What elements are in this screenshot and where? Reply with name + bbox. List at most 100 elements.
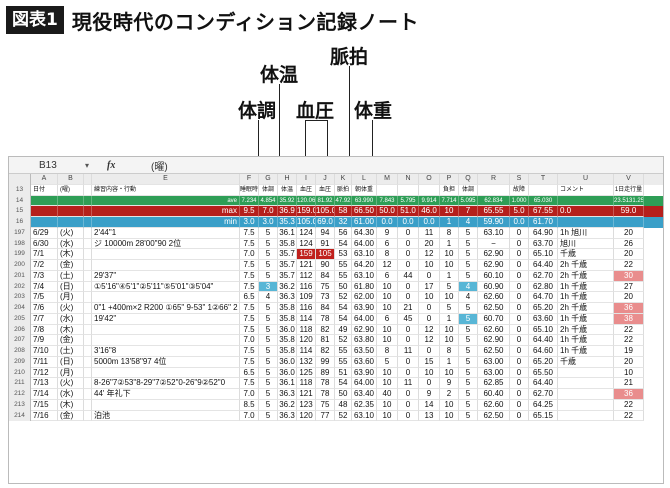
sheet-cell[interactable]: 19 — [614, 346, 644, 357]
sheet-cell[interactable]: 1h 旭川 — [558, 227, 614, 239]
sheet-cell[interactable]: 千歳 — [558, 249, 614, 260]
sheet-cell[interactable]: 0.0 — [510, 217, 529, 228]
sheet-cell[interactable]: 8.5 — [240, 399, 259, 411]
sheet-cell[interactable] — [84, 260, 92, 271]
sheet-cell[interactable]: 1 — [440, 217, 459, 228]
sheet-cell[interactable]: 5.795 — [398, 195, 419, 207]
sheet-cell[interactable]: 睡眠時間 — [240, 184, 259, 196]
sheet-cell[interactable]: 血圧 — [316, 184, 335, 196]
sheet-cell[interactable]: 6 — [377, 313, 398, 325]
sheet-cell[interactable]: 82 — [316, 346, 335, 357]
sheet-cell[interactable] — [84, 249, 92, 260]
sheet-cell[interactable]: 3'16"8 — [92, 346, 240, 357]
sheet-cell[interactable]: 7/15 — [31, 399, 58, 411]
sheet-cell[interactable]: 10 — [377, 281, 398, 293]
sheet-cell[interactable]: 2h 千歳 — [558, 270, 614, 282]
sheet-cell[interactable]: 0 — [419, 303, 440, 314]
sheet-cell[interactable]: E — [92, 174, 240, 185]
sheet-cell[interactable]: 26 — [614, 238, 644, 250]
sheet-cell[interactable]: 77 — [316, 410, 335, 422]
sheet-cell[interactable]: 11 — [419, 227, 440, 239]
sheet-cell[interactable]: 36.0 — [278, 356, 297, 368]
sheet-cell[interactable]: 6 — [377, 238, 398, 250]
sheet-cell[interactable] — [419, 184, 440, 196]
sheet-cell[interactable]: 0 — [510, 378, 529, 389]
sheet-cell[interactable] — [84, 227, 92, 239]
sheet-cell[interactable]: 64.00 — [352, 378, 377, 389]
sheet-cell[interactable]: 62.60 — [478, 324, 510, 336]
sheet-cell[interactable]: 91 — [316, 238, 335, 250]
sheet-cell[interactable] — [58, 206, 84, 217]
sheet-cell[interactable]: 7.5 — [240, 281, 259, 293]
sheet-cell[interactable]: 7/12 — [31, 367, 58, 379]
sheet-cell[interactable]: ジ 10000m 28'00"90 2位 — [92, 238, 240, 250]
sheet-cell[interactable]: M — [377, 174, 398, 185]
name-box[interactable]: B13 — [39, 159, 57, 171]
sheet-cell[interactable]: 10 — [377, 324, 398, 336]
sheet-cell[interactable]: 10 — [419, 367, 440, 379]
sheet-cell[interactable]: B — [58, 174, 84, 185]
sheet-cell[interactable]: 5 — [259, 367, 278, 379]
sheet-cell[interactable]: 20 — [419, 238, 440, 250]
sheet-cell[interactable]: 124 — [297, 227, 316, 239]
sheet-cell[interactable]: 52 — [335, 410, 352, 422]
sheet-cell[interactable]: 64.00 — [352, 313, 377, 325]
sheet-cell[interactable]: 5 — [459, 410, 478, 422]
sheet-cell[interactable]: 90 — [316, 260, 335, 271]
sheet-cell[interactable]: 35.8 — [278, 335, 297, 346]
sheet-cell[interactable]: 0 — [510, 410, 529, 422]
sheet-cell[interactable]: 54 — [335, 303, 352, 314]
sheet-cell[interactable]: 17 — [419, 281, 440, 293]
sheet-cell[interactable]: 114 — [297, 346, 316, 357]
sheet-cell[interactable]: 36 — [614, 303, 644, 314]
sheet-cell[interactable]: 7/10 — [31, 346, 58, 357]
sheet-cell[interactable]: 35.8 — [278, 346, 297, 357]
sheet-cell[interactable]: 10 — [419, 292, 440, 303]
sheet-cell[interactable]: 120.06 — [297, 195, 316, 207]
sheet-cell[interactable]: 0 — [398, 410, 419, 422]
sheet-cell[interactable]: 35.7 — [278, 270, 297, 282]
sheet-cell[interactable]: 54 — [335, 378, 352, 389]
sheet-cell[interactable]: 6/30 — [31, 238, 58, 250]
sheet-cell[interactable]: 35.3 — [278, 217, 297, 228]
sheet-cell[interactable]: F — [240, 174, 259, 185]
sheet-cell[interactable]: 20 — [614, 227, 644, 239]
sheet-cell[interactable]: 120 — [297, 410, 316, 422]
sheet-cell[interactable]: コメント — [558, 184, 614, 196]
sheet-cell[interactable]: 泊池 — [92, 410, 240, 422]
sheet-cell[interactable]: 7/7 — [31, 313, 58, 325]
sheet-cell[interactable]: 89 — [316, 367, 335, 379]
sheet-cell[interactable]: 1h 千歳 — [558, 346, 614, 357]
sheet-cell[interactable]: 12 — [419, 335, 440, 346]
sheet-cell[interactable]: 36.3 — [278, 389, 297, 400]
sheet-cell[interactable]: 3 — [259, 281, 278, 293]
sheet-cell[interactable]: min — [92, 217, 240, 228]
sheet-cell[interactable]: 7.0 — [240, 335, 259, 346]
sheet-cell[interactable]: 45 — [398, 313, 419, 325]
sheet-cell[interactable]: (水) — [58, 238, 84, 250]
sheet-cell[interactable]: 36.2 — [278, 399, 297, 411]
sheet-cell[interactable]: 6.5 — [240, 292, 259, 303]
sheet-cell[interactable]: 84 — [316, 270, 335, 282]
sheet-cell[interactable]: 0 — [510, 303, 529, 314]
sheet-cell[interactable]: 64.40 — [529, 260, 558, 271]
sheet-cell[interactable]: 7/13 — [31, 378, 58, 389]
sheet-cell[interactable]: 63.10 — [352, 410, 377, 422]
sheet-cell[interactable] — [58, 195, 84, 207]
sheet-cell[interactable]: 0 — [419, 313, 440, 325]
sheet-cell[interactable]: 10 — [377, 292, 398, 303]
sheet-cell[interactable]: R — [478, 174, 510, 185]
sheet-cell[interactable]: 116 — [297, 281, 316, 293]
sheet-cell[interactable]: (金) — [58, 410, 84, 422]
sheet-cell[interactable]: 78 — [316, 313, 335, 325]
sheet-cell[interactable] — [92, 249, 240, 260]
sheet-cell[interactable]: 0 — [510, 346, 529, 357]
sheet-cell[interactable]: 61.00 — [352, 217, 377, 228]
sheet-cell[interactable]: 10 — [377, 399, 398, 411]
sheet-cell[interactable]: 7.5 — [240, 346, 259, 357]
sheet-cell[interactable]: 7.0 — [240, 389, 259, 400]
sheet-cell[interactable]: 7.5 — [240, 227, 259, 239]
sheet-cell[interactable]: 36.1 — [278, 227, 297, 239]
sheet-cell[interactable]: 64.25 — [529, 399, 558, 411]
sheet-cell[interactable]: 51 — [335, 367, 352, 379]
